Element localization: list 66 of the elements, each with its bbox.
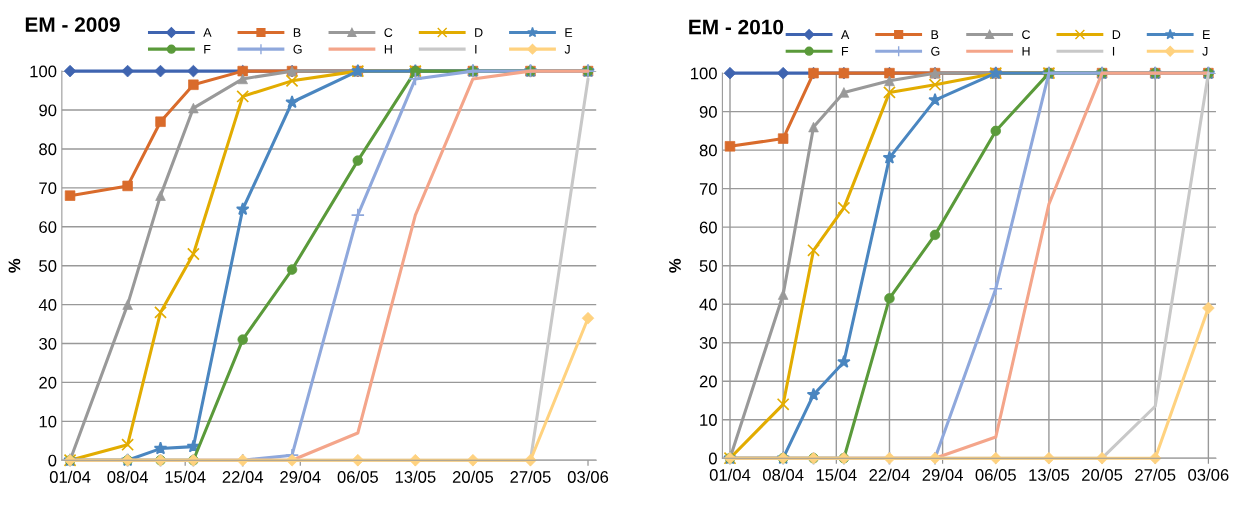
legend-label: D: [475, 28, 483, 37]
y-tick-label: 80: [39, 143, 57, 156]
y-tick-label: 0: [708, 452, 717, 465]
x-tick-label: 20/05: [1082, 468, 1123, 481]
legend-label: F: [841, 46, 849, 56]
x-tick-label: 06/05: [337, 470, 378, 483]
y-tick-label: 40: [38, 299, 57, 311]
y-tick-label: 10: [700, 414, 717, 426]
x-tick-label: 20/05: [452, 470, 494, 483]
y-tick-label: 20: [699, 375, 717, 388]
legend-label: A: [840, 30, 850, 39]
legend-label: F: [204, 44, 211, 54]
chart-title: EM - 2009: [25, 17, 120, 32]
x-tick-label: 29/04: [922, 468, 963, 481]
y-tick-label: 50: [39, 260, 57, 272]
legend-label: H: [1022, 46, 1030, 56]
y-tick-label: 30: [699, 337, 717, 349]
y-tick-label: 30: [39, 337, 57, 350]
x-tick-label: 27/05: [510, 470, 551, 483]
legend-label: D: [1112, 30, 1121, 39]
x-tick-label: 15/04: [165, 470, 206, 483]
legend-label: I: [475, 44, 477, 54]
legend-label: B: [931, 30, 939, 39]
x-tick-label: 08/04: [762, 468, 804, 481]
x-tick-label: 01/04: [709, 468, 751, 481]
y-axis-title: %: [8, 258, 21, 273]
chart-title: EM - 2010: [689, 19, 784, 35]
y-tick-label: 60: [699, 221, 717, 234]
legend-label: J: [564, 44, 570, 54]
x-tick-label: 15/04: [816, 468, 857, 481]
legend-label: C: [1022, 30, 1031, 40]
x-tick-label: 13/05: [395, 470, 436, 483]
y-tick-label: 100: [691, 67, 717, 80]
x-tick-label: 08/04: [107, 470, 148, 483]
x-tick-label: 22/04: [222, 470, 264, 483]
legend-label: E: [565, 28, 573, 37]
y-tick-label: 60: [39, 221, 57, 233]
legend-label: J: [1202, 46, 1208, 56]
y-tick-label: 10: [39, 415, 57, 428]
y-tick-label: 0: [48, 454, 57, 467]
y-axis-title: %: [669, 258, 681, 273]
x-tick-label: 13/05: [1029, 468, 1070, 481]
x-tick-label: 22/04: [869, 468, 910, 481]
y-tick-label: 90: [699, 106, 717, 118]
y-tick-label: 40: [699, 298, 717, 311]
legend-label: C: [384, 28, 393, 37]
x-tick-label: 01/04: [49, 470, 91, 483]
x-tick-label: 06/05: [975, 468, 1016, 481]
y-tick-label: 70: [39, 182, 57, 195]
y-tick-label: 70: [699, 183, 717, 195]
x-tick-label: 27/05: [1135, 468, 1176, 481]
legend-label: B: [293, 28, 301, 37]
legend-label: A: [203, 28, 212, 37]
y-tick-label: 100: [30, 65, 57, 78]
y-tick-label: 20: [39, 376, 57, 389]
y-tick-label: 90: [39, 104, 57, 117]
legend-label: E: [1203, 30, 1210, 39]
y-tick-label: 50: [699, 260, 717, 272]
x-tick-label: 29/04: [280, 470, 321, 483]
legend-label: G: [931, 46, 940, 56]
legend-label: H: [384, 44, 392, 54]
y-tick-label: 80: [699, 144, 717, 157]
x-tick-label: 03/06: [567, 470, 609, 483]
x-tick-label: 03/06: [1188, 468, 1229, 481]
legend-label: I: [1112, 46, 1115, 56]
legend-label: G: [293, 44, 302, 54]
